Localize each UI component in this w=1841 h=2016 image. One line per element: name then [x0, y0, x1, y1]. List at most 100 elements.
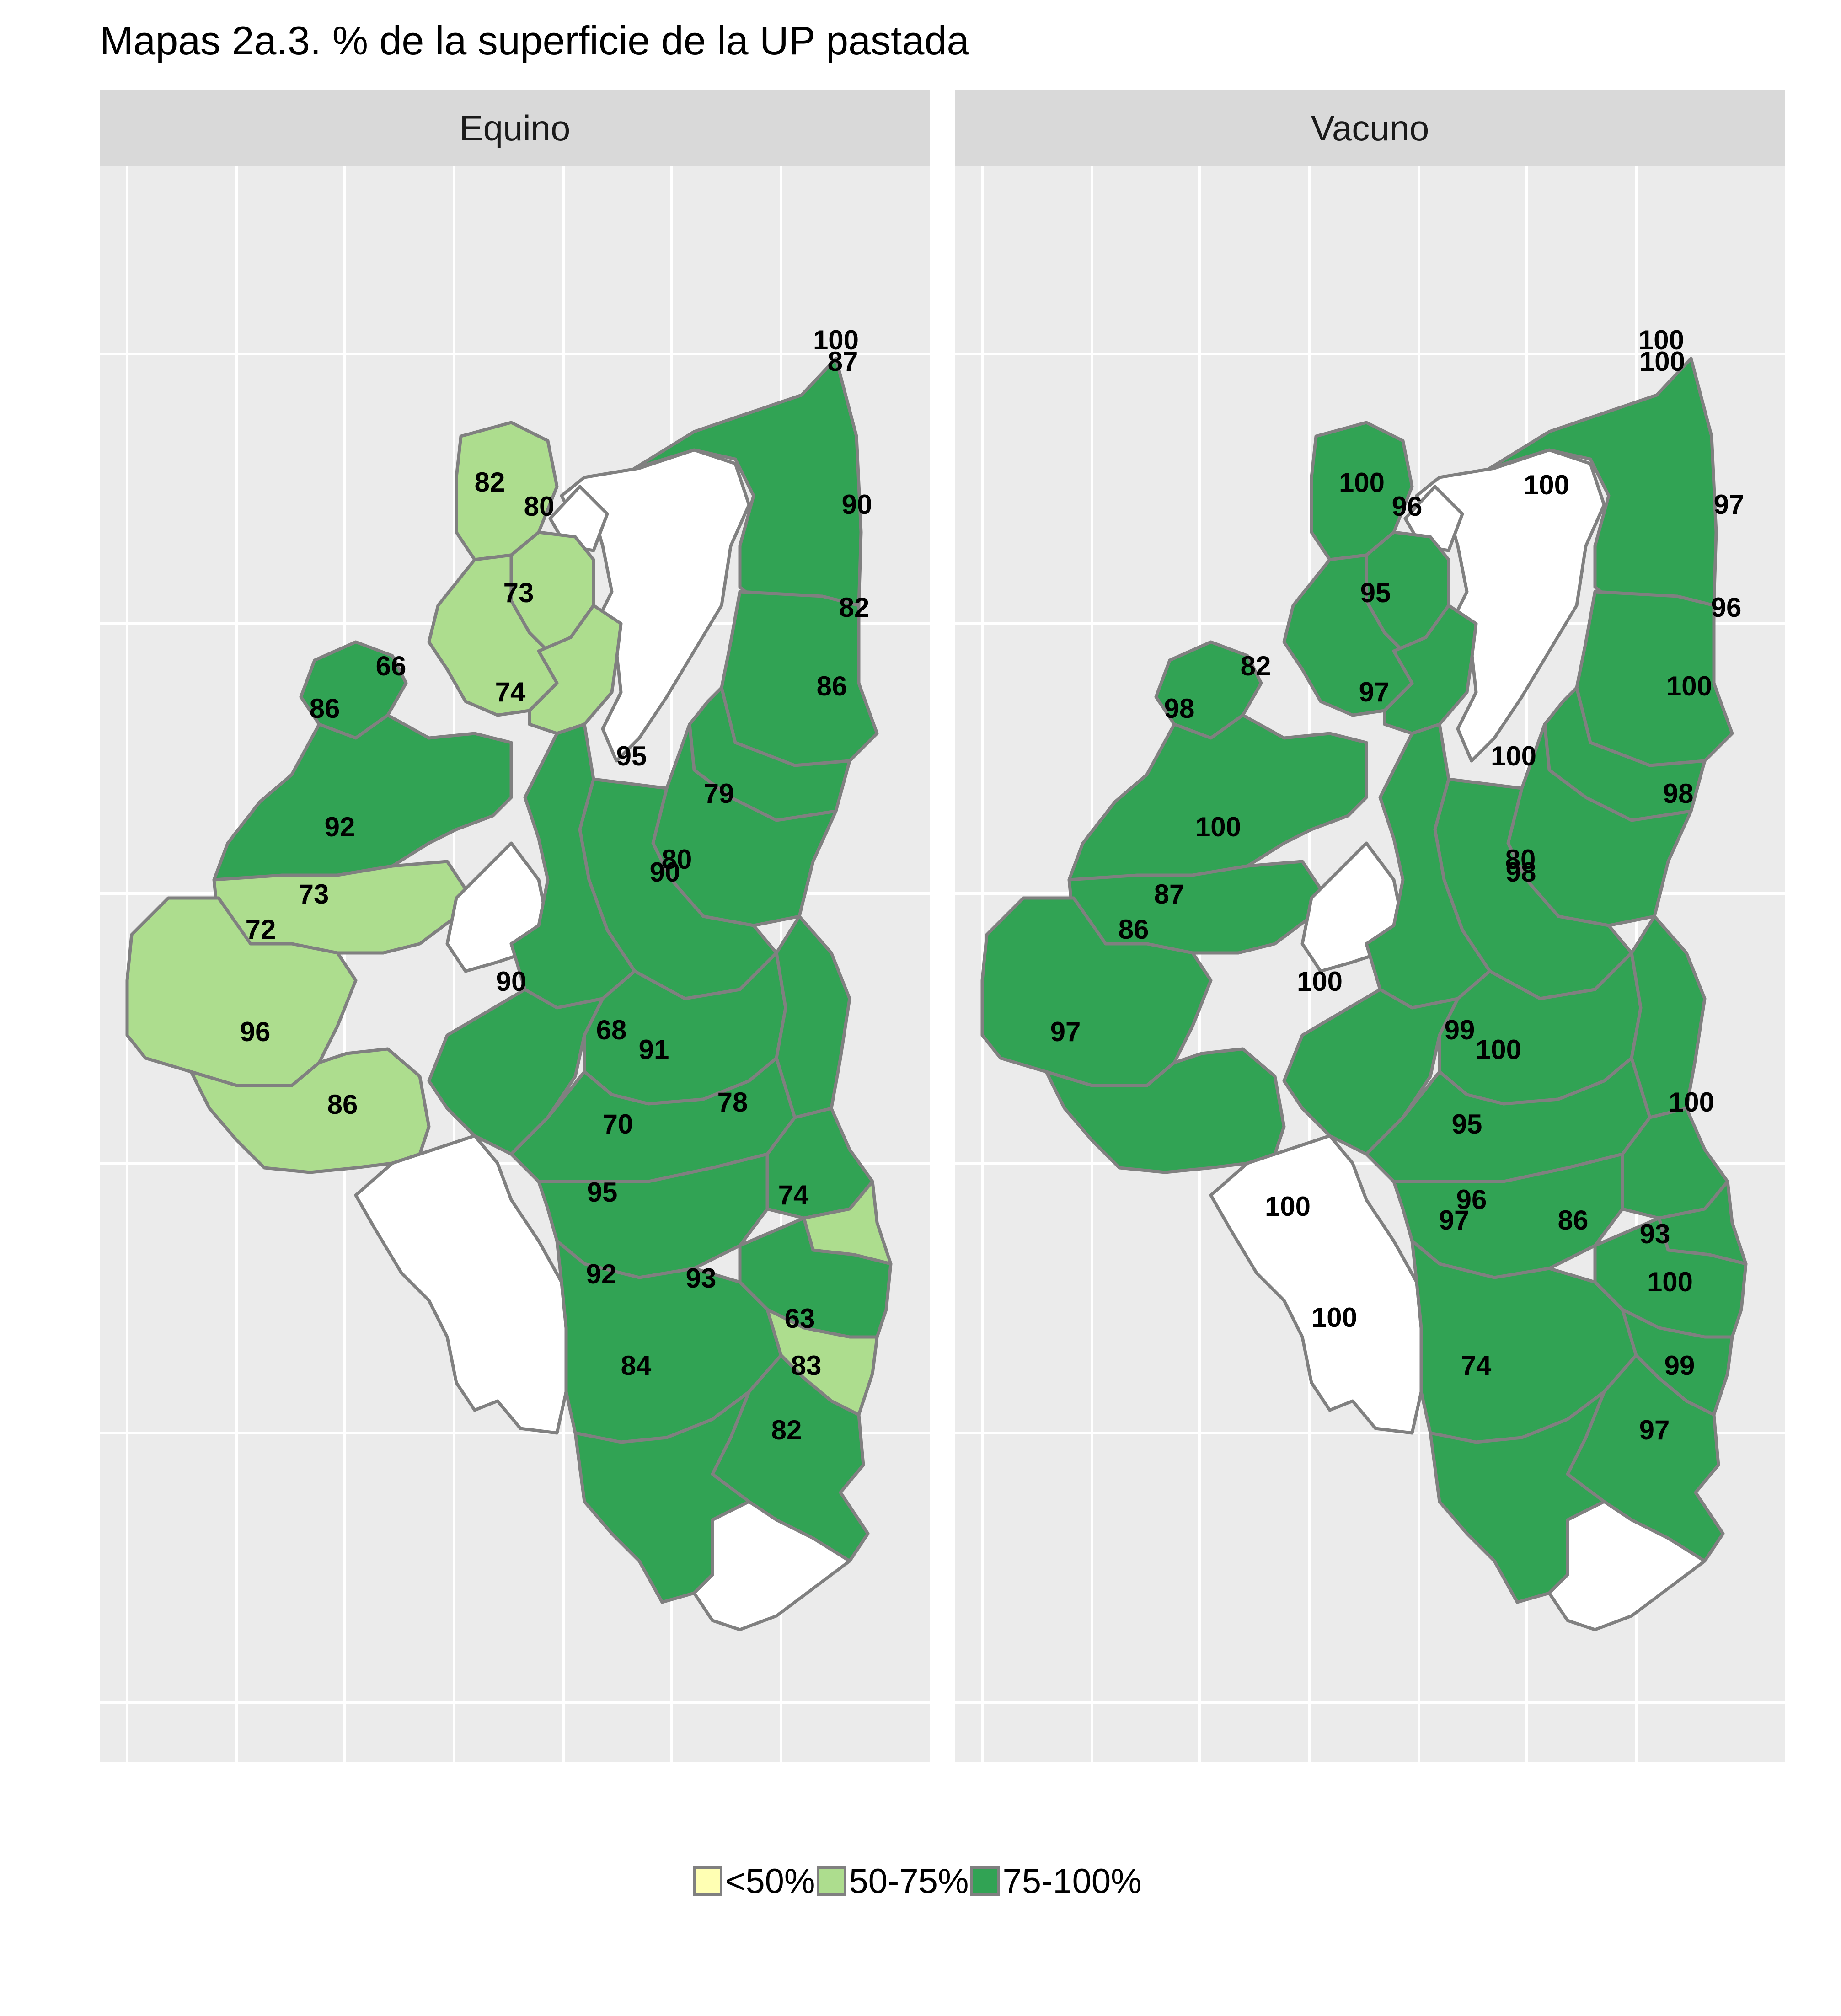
legend-label-mid: 50-75%	[849, 1861, 969, 1901]
region-value-label: 95	[587, 1177, 618, 1208]
region-value-label: 100	[1639, 346, 1685, 377]
region-21	[775, 914, 851, 1119]
region-value-label: 99	[1664, 1350, 1695, 1381]
region-value-label: 100	[1666, 671, 1712, 701]
region-value-label: 91	[639, 1034, 669, 1065]
map-panel-vacuno: 100 100 100 100 96 97 95 96 82 97 98 100 100 98 100 80 9…	[955, 166, 1785, 1762]
region-value-label: 68	[596, 1015, 627, 1045]
region-layer	[125, 357, 893, 1631]
facet-label-vacuno: Vacuno	[1311, 107, 1429, 148]
region-value-label: 83	[791, 1350, 822, 1381]
region-value-label: 95	[1360, 578, 1391, 608]
region-value-label: 73	[299, 879, 329, 909]
region-value-label: 80	[662, 844, 692, 875]
region-value-label: 93	[1640, 1219, 1670, 1249]
region-value-label: 93	[686, 1263, 717, 1294]
region-16	[354, 1134, 568, 1435]
region-31	[1547, 1500, 1707, 1631]
legend: <50% 50-75% 75-100%	[693, 1858, 1144, 1904]
region-19	[427, 988, 605, 1156]
region-15	[1044, 1047, 1286, 1174]
legend-key-mid	[817, 1866, 846, 1896]
region-value-label: 100	[1491, 741, 1536, 771]
region-value-label: 86	[1558, 1205, 1589, 1235]
region-19	[1282, 988, 1460, 1156]
region-layer	[980, 357, 1748, 1631]
region-10	[528, 604, 623, 735]
region-value-label: 97	[1439, 1205, 1470, 1235]
region-value-label: 92	[586, 1259, 617, 1289]
region-value-label: 92	[325, 812, 355, 842]
region-value-label: 100	[1524, 470, 1569, 500]
region-value-label: 87	[828, 346, 858, 377]
region-value-label: 70	[603, 1109, 633, 1139]
region-value-label: 99	[1445, 1015, 1475, 1045]
region-value-label: 86	[327, 1089, 358, 1120]
region-value-label: 80	[1505, 844, 1536, 875]
region-10	[1383, 604, 1478, 735]
region-value-label: 72	[246, 914, 276, 945]
region-value-label: 90	[842, 489, 872, 520]
region-16	[1209, 1134, 1423, 1435]
region-21	[1630, 914, 1707, 1119]
region-value-label: 74	[778, 1180, 809, 1210]
region-value-label: 82	[771, 1415, 802, 1445]
facet-label-equino: Equino	[459, 107, 571, 148]
region-value-label: 100	[1297, 966, 1343, 997]
legend-key-high	[970, 1866, 1000, 1896]
region-value-label: 79	[704, 778, 734, 809]
region-value-label: 98	[1663, 778, 1694, 809]
region-value-label: 97	[1714, 489, 1745, 520]
region-value-label: 100	[1265, 1191, 1311, 1222]
region-value-label: 82	[475, 467, 505, 497]
region-12	[1067, 713, 1368, 882]
region-value-label: 100	[1195, 812, 1241, 842]
region-value-label: 90	[650, 857, 680, 888]
region-value-label: 98	[1506, 857, 1536, 888]
region-value-label: 74	[1461, 1350, 1492, 1381]
legend-item-high: 75-100%	[970, 1861, 1142, 1901]
region-12	[212, 713, 513, 882]
facet-strip-vacuno: Vacuno	[955, 90, 1785, 166]
region-value-label: 96	[1456, 1184, 1487, 1215]
region-value-label: 73	[503, 578, 534, 608]
region-value-label: 86	[1119, 914, 1149, 945]
region-value-label: 66	[376, 651, 407, 681]
region-value-label: 97	[1050, 1016, 1081, 1047]
region-31	[692, 1500, 851, 1631]
chart-title: Mapas 2a.3. % de la superficie de la UP …	[100, 18, 969, 63]
region-value-label: 84	[621, 1350, 652, 1381]
region-value-label: 96	[1392, 491, 1423, 522]
region-value-label: 100	[1311, 1302, 1357, 1333]
region-value-label: 74	[495, 677, 526, 707]
region-value-label: 96	[240, 1016, 271, 1047]
facet-strip-equino: Equino	[100, 90, 930, 166]
region-value-label: 96	[1711, 592, 1742, 623]
region-value-label: 100	[1647, 1267, 1693, 1297]
region-value-label: 82	[839, 592, 870, 623]
region-value-label: 100	[1638, 325, 1684, 355]
legend-label-high: 75-100%	[1002, 1861, 1142, 1901]
region-15	[189, 1047, 431, 1174]
region-value-label: 95	[616, 741, 647, 771]
region-value-label: 100	[1669, 1087, 1714, 1118]
region-value-label: 100	[1339, 467, 1385, 498]
region-value-label: 86	[817, 671, 847, 701]
region-value-label: 86	[310, 693, 340, 724]
region-value-label: 90	[496, 966, 527, 997]
region-value-label: 95	[1452, 1109, 1482, 1139]
region-value-label: 80	[524, 491, 555, 522]
region-value-label: 97	[1359, 677, 1390, 707]
region-value-label: 98	[1164, 693, 1195, 724]
region-value-label: 78	[717, 1087, 748, 1118]
region-value-label: 100	[813, 325, 859, 355]
region-value-label: 87	[1154, 879, 1185, 909]
legend-item-low: <50%	[693, 1861, 815, 1901]
region-value-label: 63	[785, 1303, 815, 1334]
map-panel-equino: 100 87 82 80 90 73 82 66 74 86 86 95 79 90 80 92 73 72 90 9…	[100, 166, 930, 1762]
region-value-label: 97	[1639, 1415, 1670, 1445]
